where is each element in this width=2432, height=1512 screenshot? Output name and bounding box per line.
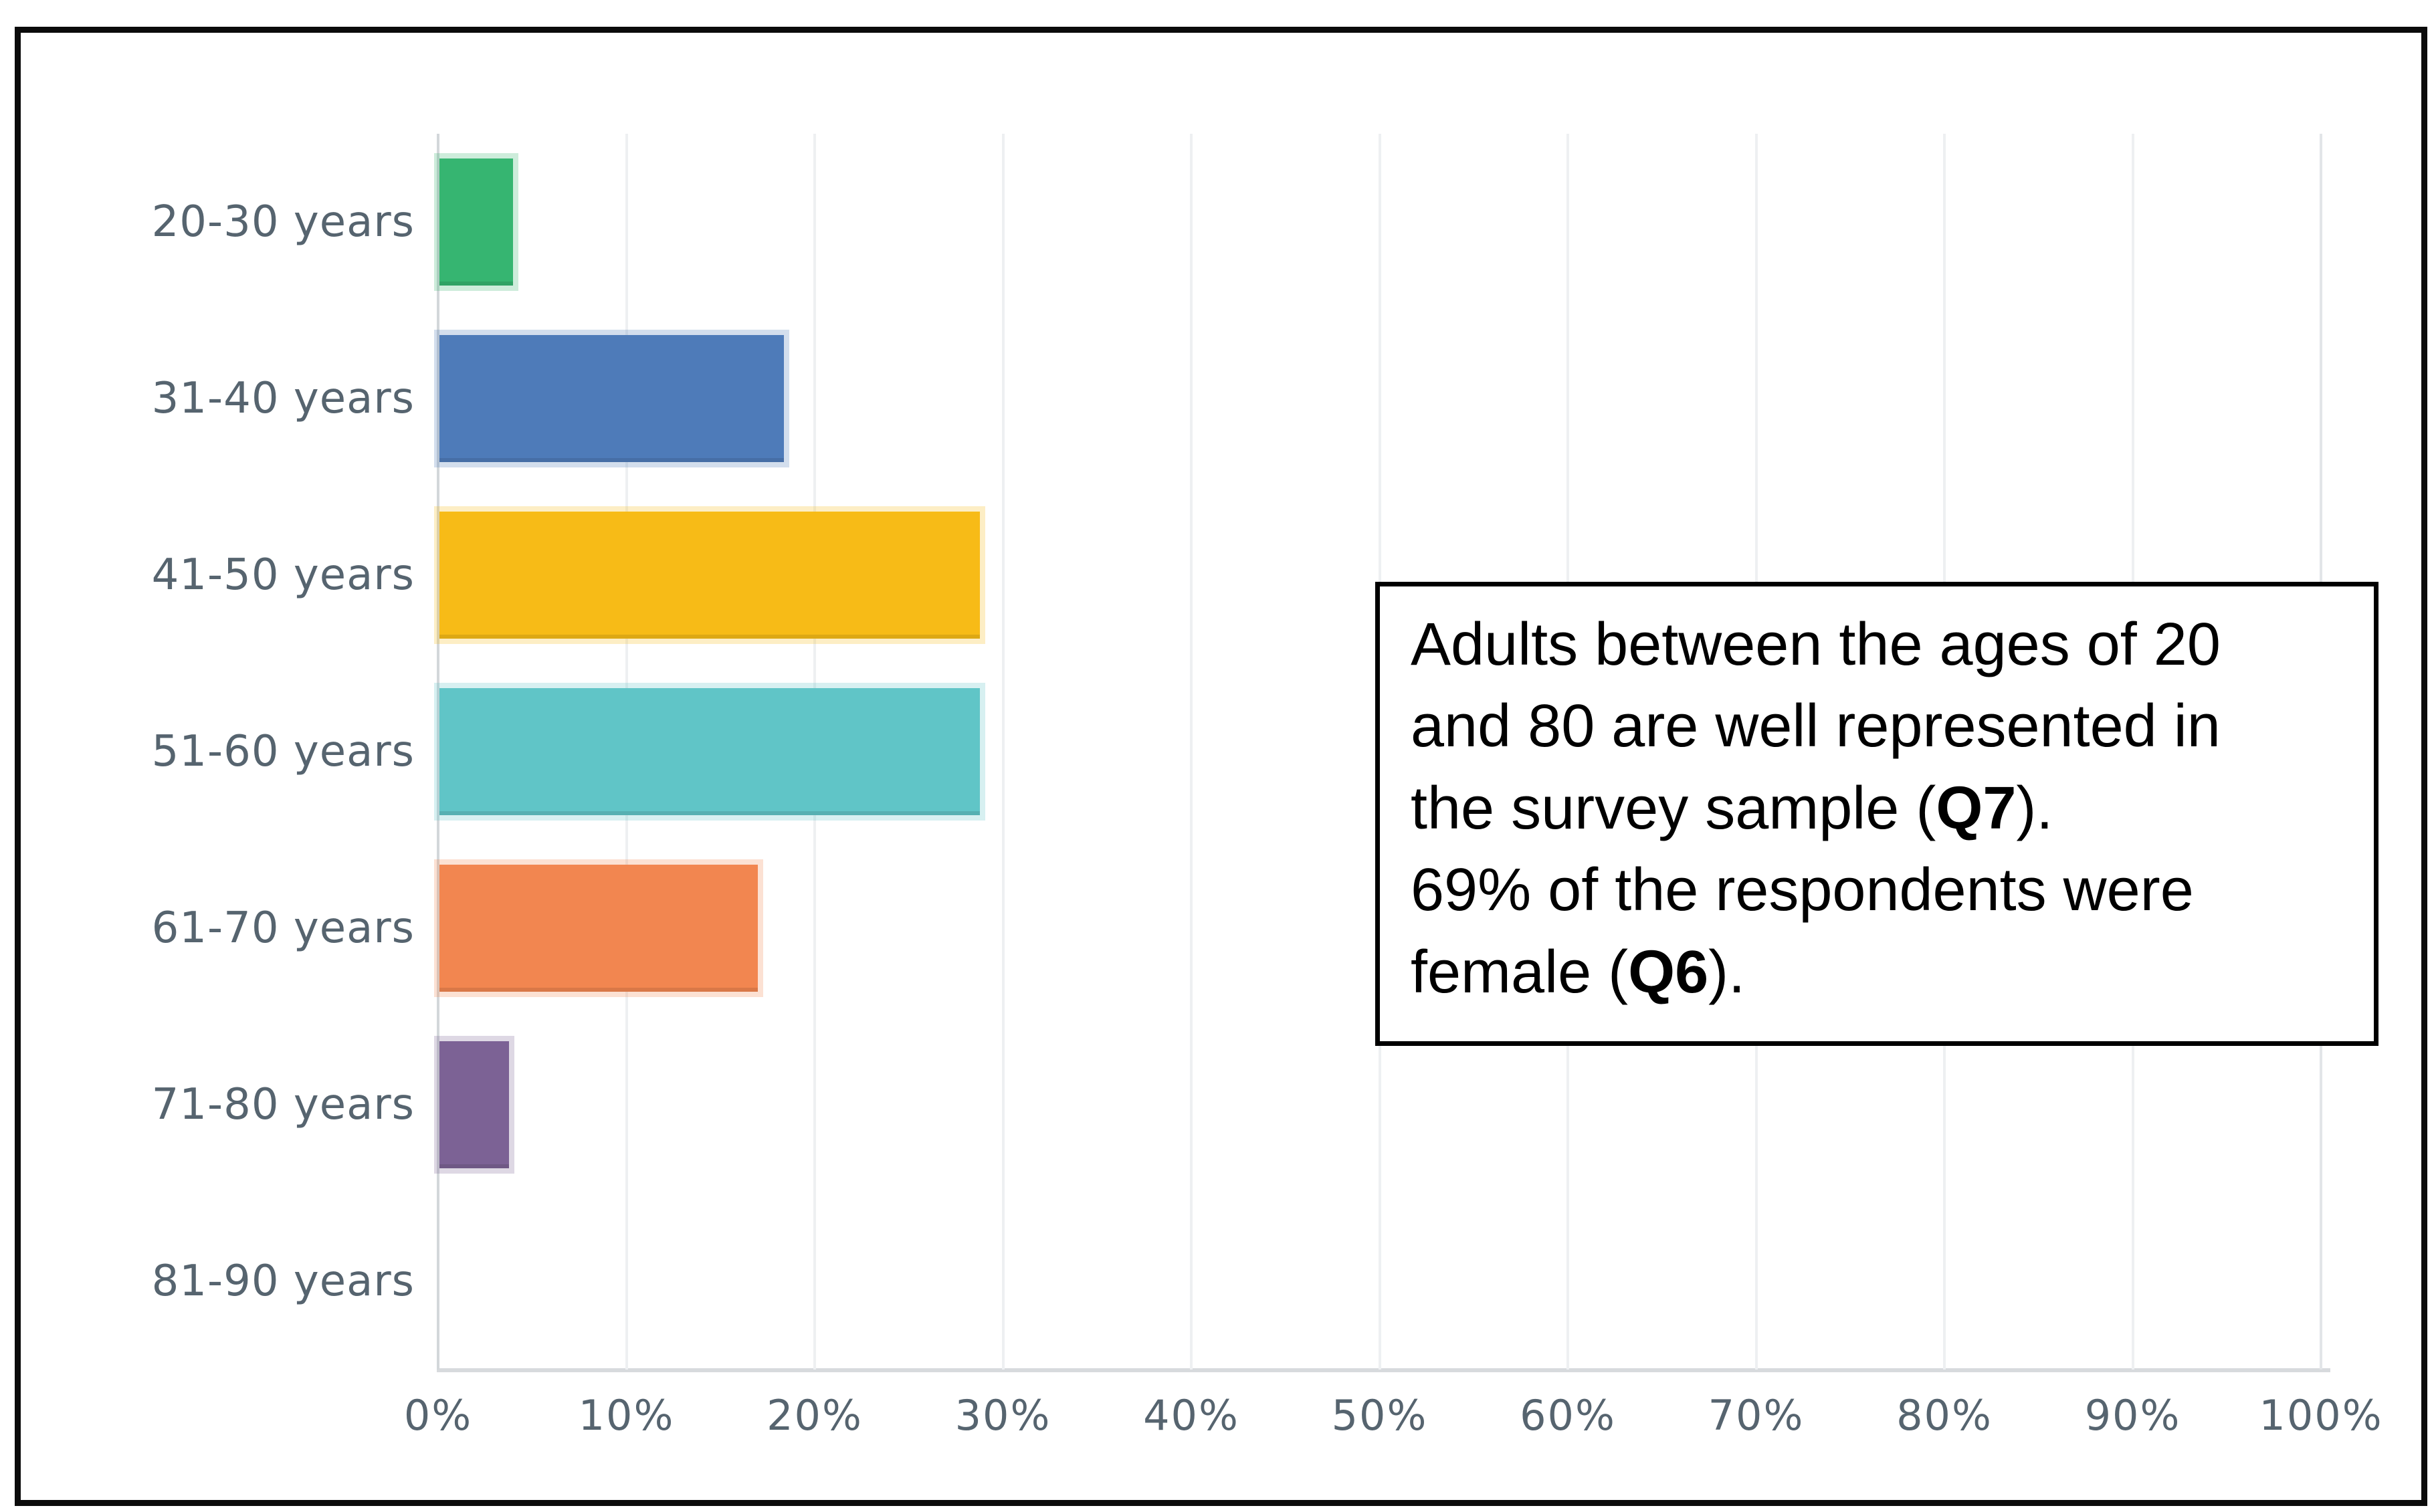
bar-71-80-years [439, 1041, 510, 1168]
category-label-31-40-years: 31-40 years [151, 374, 415, 423]
x-tick-label: 100% [2259, 1391, 2383, 1440]
bar-51-60-years [439, 688, 980, 815]
y-axis-line [437, 134, 439, 1370]
annotation-emphasis-q6: Q6 [1628, 938, 1709, 1006]
annotation-box: Adults between the ages of 20 and 80 are… [1375, 582, 2378, 1046]
annotation-text: Adults between the ages of 20 and 80 are… [1411, 604, 2343, 1013]
category-label-81-90-years: 81-90 years [151, 1257, 415, 1306]
x-tick-label: 90% [2084, 1391, 2181, 1440]
annotation-segment: ). 69% of the respondents were female ( [1411, 774, 2194, 1006]
gridline [1190, 134, 1193, 1370]
x-tick-label: 50% [1331, 1391, 1428, 1440]
bar-31-40-years [439, 335, 785, 462]
category-label-51-60-years: 51-60 years [151, 727, 415, 776]
category-label-20-30-years: 20-30 years [151, 197, 415, 247]
plot-area: 0% 10% 20% 30% 40% 50% 60% 70% 80% 90% 100% 20-30 y… [152, 134, 2382, 1440]
x-tick-label: 60% [1520, 1391, 1616, 1440]
bar-41-50-years [439, 512, 980, 639]
gridline [1001, 134, 1005, 1370]
category-label-71-80-years: 71-80 years [151, 1080, 415, 1129]
bar-61-70-years [439, 865, 758, 992]
x-tick-label: 10% [578, 1391, 675, 1440]
category-label-61-70-years: 61-70 years [151, 903, 415, 953]
x-tick-label: 70% [1708, 1391, 1805, 1440]
annotation-segment: ). [1708, 938, 1746, 1006]
annotation-segment: Adults between the ages of 20 and 80 are… [1411, 611, 2221, 842]
annotation-emphasis-q7: Q7 [1936, 774, 2017, 842]
bar-20-30-years [439, 158, 513, 286]
x-tick-label: 0% [403, 1391, 473, 1440]
x-tick-label: 40% [1143, 1391, 1239, 1440]
x-tick-label: 80% [1896, 1391, 1993, 1440]
category-label-41-50-years: 41-50 years [151, 550, 415, 600]
x-tick-label: 30% [954, 1391, 1051, 1440]
x-tick-label: 20% [767, 1391, 863, 1440]
x-axis-baseline [437, 1368, 2330, 1372]
